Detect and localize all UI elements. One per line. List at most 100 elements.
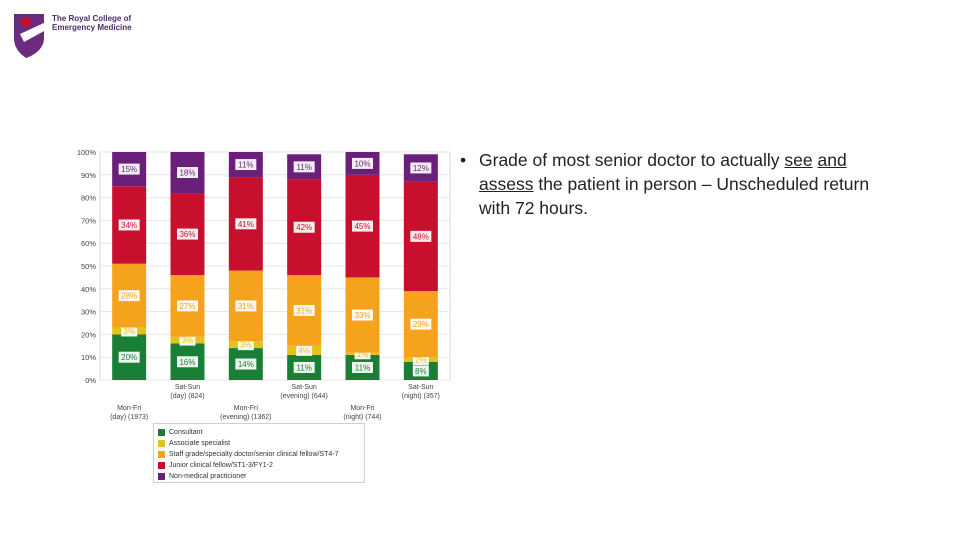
data-label-bg <box>237 339 254 351</box>
x-tick-label: (day) (824) <box>170 393 204 400</box>
data-label: 11% <box>296 163 311 172</box>
data-label: 16% <box>179 358 195 367</box>
data-label: 1% <box>357 350 369 359</box>
data-label: 15% <box>121 165 137 174</box>
data-label: 12% <box>413 164 429 173</box>
x-tick-label: Sat-Sun <box>292 384 317 391</box>
x-tick-label: (night) (357) <box>402 393 440 400</box>
data-label-bg <box>352 157 373 169</box>
data-label-bg <box>412 365 429 377</box>
data-label-bg <box>412 353 429 365</box>
legend-label: Junior clinical fellow/ST1-3/FY1-2 <box>169 462 273 469</box>
data-label-bg <box>352 361 373 373</box>
data-label: 18% <box>179 169 195 178</box>
chart-svg: 0% 10% 20% 30% 40% 50% 60% 70% 80% 90% 100% 20% 3% 28… <box>77 148 451 421</box>
data-label: 8% <box>415 367 427 376</box>
rcem-shield-icon <box>14 14 46 58</box>
data-label-bg <box>235 300 257 312</box>
logo-line-1: The Royal College of <box>52 14 132 23</box>
data-label-bg <box>177 228 198 240</box>
data-label: 10% <box>354 159 370 168</box>
legend-label: Associate specialist <box>169 440 231 447</box>
data-label: 31% <box>238 302 254 311</box>
bullet-text-part1: Grade of most senior doctor to actually <box>479 150 785 170</box>
bullet-text-part3: the patient in person – Unscheduled retu… <box>479 174 870 218</box>
chart-legend: Consultant Associate specialist Staff grad… <box>153 423 365 483</box>
bullet-text: Grade of most senior doctor to actually … <box>479 148 880 220</box>
data-label: 3% <box>123 327 135 336</box>
data-label: 11% <box>296 363 311 372</box>
data-label-bg <box>296 344 313 356</box>
data-label: 36% <box>179 230 195 239</box>
y-tick-label: 0% <box>85 376 96 385</box>
bullet-point: • Grade of most senior doctor to actuall… <box>460 148 880 220</box>
data-label-bg <box>352 220 373 232</box>
data-label-bg <box>177 300 198 312</box>
legend-label: Consultant <box>169 429 203 436</box>
data-label-bg <box>410 162 432 174</box>
rcem-logo <box>12 12 142 60</box>
y-tick-label: 70% <box>81 216 96 225</box>
y-tick-label: 40% <box>81 285 96 294</box>
bullet-underlined-assess: and assess <box>479 150 847 194</box>
logo-line-2: Emergency Medicine <box>52 23 132 32</box>
data-label: 48% <box>413 232 429 241</box>
legend-item: Associate specialist <box>158 438 360 449</box>
data-label-bg <box>118 163 140 175</box>
data-label-bg <box>179 334 196 346</box>
data-label: 4% <box>298 346 310 355</box>
y-tick-label: 30% <box>81 308 96 317</box>
data-label-bg <box>121 325 138 337</box>
data-label: 33% <box>354 311 370 320</box>
logo-text: The Royal College of Emergency Medicine <box>52 14 132 32</box>
data-label: 34% <box>121 221 137 230</box>
bullet-underlined-see: see <box>784 150 813 170</box>
data-label: 20% <box>121 353 137 362</box>
legend-swatch <box>158 429 165 436</box>
x-tick-label: (evening) (1362) <box>220 414 271 421</box>
data-label: 3% <box>182 336 194 345</box>
x-tick-label: Mon-Fri <box>350 405 375 412</box>
y-tick-label: 60% <box>81 239 96 248</box>
y-tick-label: 90% <box>81 171 96 180</box>
legend-item: Non-medical practicioner <box>158 471 360 482</box>
data-label: 11% <box>355 363 370 372</box>
data-label: 11% <box>238 161 253 170</box>
data-label-bg <box>410 318 432 330</box>
data-label-bg <box>235 358 257 370</box>
x-tick-label: (evening) (644) <box>280 393 327 400</box>
legend-label: Non-medical practicioner <box>169 473 247 480</box>
data-label: 3% <box>240 341 252 350</box>
data-label: 42% <box>296 223 312 232</box>
bullet-marker: • <box>460 150 467 170</box>
legend-swatch <box>158 451 165 458</box>
data-label-bg <box>293 361 315 373</box>
x-tick-label: (night) (744) <box>343 414 381 421</box>
x-tick-label: Mon-Fri <box>234 405 259 412</box>
x-tick-label: Sat-Sun <box>175 384 200 391</box>
legend-item: Consultant <box>158 427 360 438</box>
data-label: 45% <box>354 222 370 231</box>
data-label: 27% <box>179 302 195 311</box>
data-label: 41% <box>238 220 254 229</box>
data-label: 29% <box>413 320 429 329</box>
data-label-bg <box>118 351 140 363</box>
data-label: 31% <box>296 306 312 315</box>
data-label-bg <box>118 290 140 302</box>
data-label-bg <box>118 219 140 231</box>
data-label-bg <box>354 348 371 360</box>
data-label-bg <box>177 356 198 368</box>
data-label-bg <box>293 304 315 316</box>
data-label: 28% <box>121 292 137 301</box>
legend-label: Staff grade/specialty doctor/senior clin… <box>169 451 339 458</box>
data-label-bg <box>235 159 257 171</box>
y-tick-label: 100% <box>77 148 97 157</box>
y-tick-label: 20% <box>81 330 96 339</box>
y-tick-label: 10% <box>81 353 96 362</box>
legend-swatch <box>158 440 165 447</box>
legend-item: Junior clinical fellow/ST1-3/FY1-2 <box>158 460 360 471</box>
data-label-bg <box>293 161 315 173</box>
data-label-bg <box>410 230 432 242</box>
y-tick-label: 50% <box>81 262 96 271</box>
x-tick-label: Mon-Fri <box>117 405 142 412</box>
